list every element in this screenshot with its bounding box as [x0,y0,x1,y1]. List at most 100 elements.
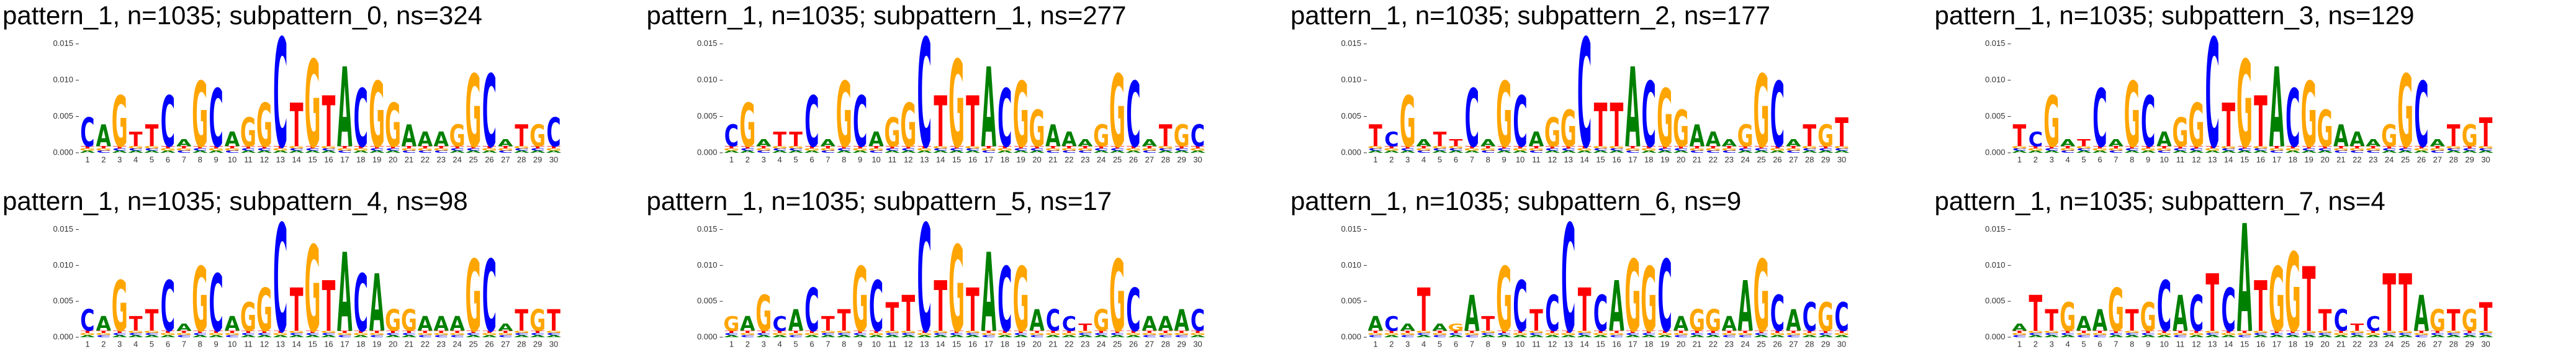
logo-letter: C [2045,332,2059,335]
logo-letter: T [290,276,304,345]
logo-letter: C [1610,335,1624,338]
logo-letter: T [225,146,239,150]
logo-letter: G [1673,332,1689,335]
logo-letter: T [209,330,223,334]
x-tick-label: 4 [1421,339,1426,348]
x-tick-label: 1 [2017,155,2022,164]
x-tick-label: 9 [1502,155,1506,164]
logo-letter: T [354,146,367,150]
logo-letter: T [773,127,786,151]
x-tick-label: 19 [2304,339,2313,348]
logo-letter: A [1126,150,1142,154]
x-tick-label: 18 [1001,155,1009,164]
logo-letter: C [2157,150,2171,154]
logo-letter: G [1593,332,1609,335]
logo-letter: A [1834,150,1850,154]
logo-letter: G [2011,332,2027,335]
logo-letter: C [1673,148,1688,152]
logo-letter: A [1818,150,1834,154]
logo-letter: G [2301,330,2317,334]
logo-letter: T [547,146,561,150]
logo-letter: A [1400,150,1415,154]
logo-letter: A [2237,194,2253,354]
logo-letter: A [1786,137,1801,148]
logo-letter: A [2028,150,2043,154]
logo-letter: G [965,330,981,334]
logo-letter: C [1722,335,1736,338]
logo-letter: T [1513,146,1527,150]
logo-letter: A [901,150,916,154]
logo-letter: T [2190,330,2204,334]
logo-letter: G [112,82,128,163]
logo-letter: C [177,335,191,338]
x-tick-label: 30 [1837,339,1846,348]
logo-letter: T [2431,146,2444,150]
logo-letter: C [1706,332,1720,335]
logo-letter: C [2076,335,2091,338]
logo-letter: T [821,314,835,336]
logo-letter: G [240,109,256,156]
logo-letter: C [498,335,513,338]
logo-letter: A [2285,335,2300,338]
logo-letter: T [2415,146,2428,150]
logo-letter: C [1481,150,1495,154]
x-tick-label: 10 [871,339,880,348]
logo-letter: C [482,240,497,354]
logo-letter: T [998,330,1012,334]
logo-letter: C [1497,332,1511,335]
logo-letter: T [97,330,110,334]
logo-letter: T [1658,146,1672,150]
logo-letter: A [1593,150,1608,154]
logo-letter: C [1834,148,1849,152]
x-tick-label: 16 [968,155,977,164]
logo-letter: G [1657,73,1673,166]
logo-letter: C [1545,148,1559,152]
logo-letter: C [1449,332,1463,335]
logo-letter: G [836,330,852,334]
logo-letter: T [2238,146,2251,150]
x-tick-label: 17 [1628,155,1637,164]
logo-letter: C [2173,335,2187,338]
x-tick-label: 30 [549,155,558,164]
logo-letter: A [128,335,143,338]
logo-letter: T [1094,330,1108,334]
logo-letter: C [1400,148,1415,152]
logo-letter: G [2381,119,2397,154]
logo-letter: T [1739,330,1752,334]
x-tick-label: 15 [308,339,317,348]
logo-letter: G [320,146,336,150]
logo-letter: T [274,146,287,150]
logo-letter: C [1368,148,1382,152]
y-tick-label: 0.010 [53,75,73,84]
logo-letter: A [1416,137,1431,148]
x-tick-label: 1 [2017,339,2022,348]
logo-letter: C [1529,332,1543,335]
logo-letter: C [498,150,513,154]
x-tick-label: 18 [1644,339,1653,348]
logo-letter: T [2125,146,2139,150]
logo-letter: A [1142,137,1158,148]
logo-letter: T [129,127,143,151]
logo-letter: A [112,150,127,154]
logo-letter: C [2173,148,2187,152]
x-tick-label: 9 [858,155,862,164]
logo-letter: G [948,35,965,175]
logo-letter: G [755,286,772,343]
logo-letter: G [1029,332,1045,335]
logo-letter: C [757,332,771,335]
logo-letter: C [530,332,544,335]
logo-letter: G [1785,332,1801,335]
x-tick-label: 4 [133,339,138,348]
x-tick-label: 21 [405,339,413,348]
x-tick-label: 29 [2465,339,2474,348]
logo-letter: T [2045,146,2058,150]
logo-letter: G [289,330,305,334]
logo-letter: A [772,335,788,338]
x-tick-label: 21 [1048,155,1057,164]
logo-letter: G [2204,148,2220,152]
logo-letter: T [1546,330,1559,334]
logo-letter: C [305,148,320,152]
panel-title: pattern_1, n=1035; subpattern_1, ns=277 [647,1,1127,30]
logo-letter: C [1368,335,1382,338]
logo-letter: T [1481,314,1495,336]
